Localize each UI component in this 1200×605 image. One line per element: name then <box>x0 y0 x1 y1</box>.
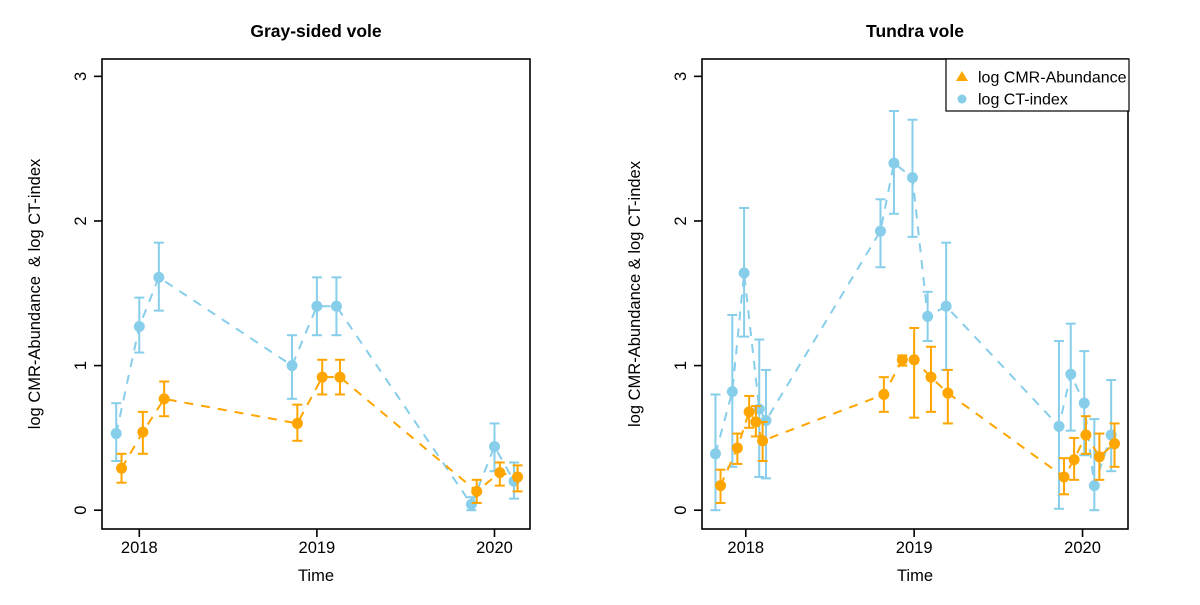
series-ct-index <box>709 110 1117 512</box>
series-line <box>120 376 518 493</box>
data-point-marker <box>465 498 477 510</box>
data-point-marker <box>110 428 122 440</box>
series-ct-index <box>110 241 520 512</box>
legend-label: log CT-index <box>978 92 1068 109</box>
data-point-marker <box>925 371 937 383</box>
data-point-marker <box>896 354 908 366</box>
data-point-marker <box>291 417 303 429</box>
data-point-marker <box>1093 451 1105 463</box>
data-point-marker <box>906 172 918 184</box>
y-tick-label: 1 <box>672 361 690 370</box>
data-point-marker <box>137 426 149 438</box>
data-point-marker <box>334 371 346 383</box>
error-bar <box>909 326 920 419</box>
x-axis-label: Time <box>298 567 334 585</box>
panel-title: Gray-sided vole <box>250 21 382 41</box>
data-point-marker <box>709 448 721 460</box>
y-tick-label: 2 <box>672 216 690 225</box>
data-point-marker <box>908 354 920 366</box>
x-tick-label: 2020 <box>1064 539 1101 557</box>
error-bar <box>1089 418 1100 512</box>
data-point-marker <box>731 442 743 454</box>
legend-symbol-circle-icon <box>957 94 967 104</box>
x-tick-label: 2020 <box>476 539 513 557</box>
y-tick-label: 1 <box>72 361 90 370</box>
legend-box <box>945 58 1130 112</box>
data-point-marker <box>153 271 165 283</box>
data-point-marker <box>116 462 128 474</box>
data-point-marker <box>1053 420 1065 432</box>
x-tick-label: 2019 <box>299 539 336 557</box>
chart-gray-sided-vole: Gray-sided vole 2018 2019 2020 0 1 2 3 Time log C… <box>0 0 600 600</box>
data-point-marker <box>888 157 900 169</box>
data-point-marker <box>1058 471 1070 483</box>
data-point-marker <box>940 300 952 312</box>
data-point-marker <box>878 389 890 401</box>
gray-sided-vole-plot: Gray-sided vole 2018 2019 2020 0 1 2 3 Time log C… <box>26 21 531 585</box>
series-cmr-abundance <box>715 326 1121 504</box>
data-point-marker <box>311 300 323 312</box>
data-point-marker <box>494 467 506 479</box>
x-tick-label: 2019 <box>896 539 933 557</box>
data-point-marker <box>874 225 886 237</box>
data-point-marker <box>1088 480 1100 492</box>
series-cmr-abundance <box>116 358 524 504</box>
data-point-marker <box>942 387 954 399</box>
data-point-marker <box>488 441 500 453</box>
y-tick-label: 2 <box>72 216 90 225</box>
legend: log CMR-Abundance log CT-index <box>945 58 1130 112</box>
y-tick-label: 0 <box>72 506 90 515</box>
error-bar <box>1106 379 1117 473</box>
tundra-vole-plot: Tundra vole 2018 2019 2020 0 1 2 3 Time log CMR-A… <box>626 21 1130 585</box>
data-point-marker <box>330 300 342 312</box>
data-point-marker <box>738 267 750 279</box>
data-point-marker <box>743 406 755 418</box>
data-point-marker <box>158 393 170 405</box>
y-tick-label: 3 <box>72 72 90 81</box>
legend-label: log CMR-Abundance <box>978 70 1127 87</box>
data-point-marker <box>286 360 298 372</box>
y-tick-label: 0 <box>672 506 690 515</box>
data-point-marker <box>715 480 727 492</box>
plot-frame <box>101 58 531 530</box>
legend-symbol-triangle-icon <box>956 71 968 81</box>
series-line <box>115 275 515 507</box>
panel-title: Tundra vole <box>866 21 964 41</box>
data-point-marker <box>1078 397 1090 409</box>
plot-frame <box>701 58 1129 530</box>
chart-tundra-vole: Tundra vole 2018 2019 2020 0 1 2 3 Time log CMR-A… <box>600 0 1200 600</box>
data-point-marker <box>512 471 524 483</box>
data-point-marker <box>133 321 145 333</box>
y-axis-label: log CMR-Abundance & log CT-index <box>26 158 44 429</box>
x-axis-label: Time <box>897 567 933 585</box>
y-axis-label: log CMR-Abundance & log CT-index <box>626 160 644 427</box>
data-point-marker <box>316 371 328 383</box>
data-point-marker <box>757 435 769 447</box>
data-point-marker <box>726 386 738 398</box>
data-point-marker <box>471 485 483 497</box>
data-point-marker <box>1109 438 1121 450</box>
data-point-marker <box>1065 368 1077 380</box>
x-tick-label: 2018 <box>121 539 158 557</box>
data-point-marker <box>750 416 762 428</box>
data-point-marker <box>1068 454 1080 466</box>
data-point-marker <box>1080 429 1092 441</box>
x-tick-label: 2018 <box>727 539 764 557</box>
y-tick-label: 3 <box>672 72 690 81</box>
data-point-marker <box>922 310 934 322</box>
